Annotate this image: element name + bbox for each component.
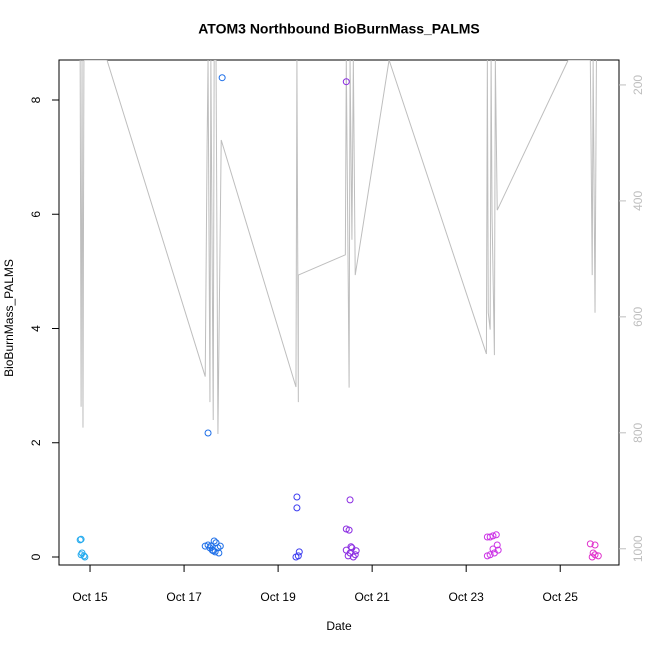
point [352,547,360,555]
y-tick-label: 8 [29,96,43,103]
y2-tick-label: 400 [631,191,645,211]
point [294,552,302,560]
point [492,531,500,539]
pressure-line [79,60,597,434]
point [344,552,352,560]
point [486,551,494,559]
point [81,553,89,561]
y2-tick-label: 800 [631,422,645,442]
point [218,74,226,82]
point [489,532,497,540]
point [349,553,357,561]
y-tick-label: 6 [29,211,43,218]
point [494,546,502,554]
point [588,553,596,561]
point [216,542,224,550]
x-axis-label: Date [326,619,352,633]
x-tick-label: Oct 23 [449,590,485,604]
point [346,496,354,504]
y-tick-label: 4 [29,325,43,332]
point [493,541,501,549]
point [345,526,353,534]
point [586,540,594,548]
y-tick-label: 2 [29,439,43,446]
x-tick-label: Oct 19 [260,590,296,604]
x-tick-label: Oct 15 [72,590,108,604]
point [293,493,301,501]
y-tick-label: 0 [29,553,43,560]
point [206,544,214,552]
point [342,78,350,86]
point [591,541,599,549]
point [489,545,497,553]
x-tick-label: Oct 21 [354,590,390,604]
plot-box [58,59,620,566]
x-tick-label: Oct 17 [166,590,202,604]
y2-tick-label: 600 [631,307,645,327]
point [77,551,85,559]
y2-tick-label: 200 [631,75,645,95]
point [347,543,355,551]
point [589,549,597,557]
point [351,551,359,559]
point [215,549,223,557]
chart-title: ATOM3 Northbound BioBurnMass_PALMS [198,21,480,37]
point [295,548,303,556]
y-axis-label: BioBurnMass_PALMS [2,259,16,377]
point [204,429,212,437]
x-tick-label: Oct 25 [543,590,579,604]
plot-layer [76,60,602,561]
point [210,537,218,545]
y2-tick-label: 1000 [631,535,645,562]
point [77,535,85,543]
point [293,504,301,512]
